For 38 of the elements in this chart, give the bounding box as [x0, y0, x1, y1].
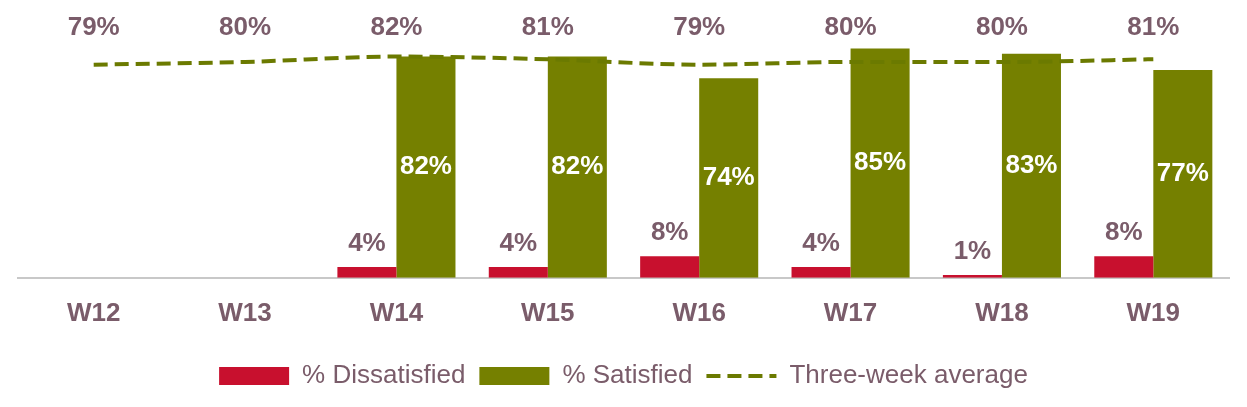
legend-label: % Satisfied [562, 359, 693, 390]
data-label: 8% [650, 216, 689, 247]
x-tick-label: W12 [66, 296, 121, 327]
data-label: 82% [551, 150, 604, 181]
data-label: 80% [824, 11, 877, 42]
bar [488, 267, 548, 278]
bar [699, 78, 759, 278]
data-label: 77% [1156, 157, 1209, 188]
data-label: 79% [67, 11, 120, 42]
data-label: 85% [854, 146, 907, 177]
data-label: 82% [399, 150, 452, 181]
data-label: 79% [673, 11, 726, 42]
x-tick-label: W17 [823, 296, 878, 327]
bar [640, 256, 700, 278]
data-label: 8% [1105, 216, 1143, 247]
x-tick-label: W14 [369, 296, 424, 327]
x-tick-label: W19 [1126, 296, 1181, 327]
data-label: 74% [702, 161, 755, 192]
data-label: 81% [1127, 11, 1180, 42]
data-label: 80% [975, 11, 1028, 42]
bar [1094, 256, 1154, 278]
bar [337, 267, 397, 278]
data-label: 81% [521, 11, 574, 42]
bar [791, 267, 851, 278]
x-tick-label: W13 [218, 296, 272, 327]
x-tick-label: W16 [672, 296, 726, 327]
data-label: 82% [370, 11, 423, 42]
legend-label: Three-week average [789, 359, 1028, 390]
data-label: 4% [499, 227, 538, 258]
data-label: 4% [802, 227, 840, 258]
bar [1153, 70, 1213, 278]
x-tick-label: W15 [521, 296, 575, 327]
data-label: 1% [953, 235, 992, 266]
data-label: 83% [1005, 149, 1058, 179]
x-tick-label: W18 [975, 296, 1029, 327]
legend-label: % Dissatisfied [302, 359, 466, 390]
data-label: 80% [219, 11, 272, 42]
data-label: 4% [348, 227, 386, 258]
